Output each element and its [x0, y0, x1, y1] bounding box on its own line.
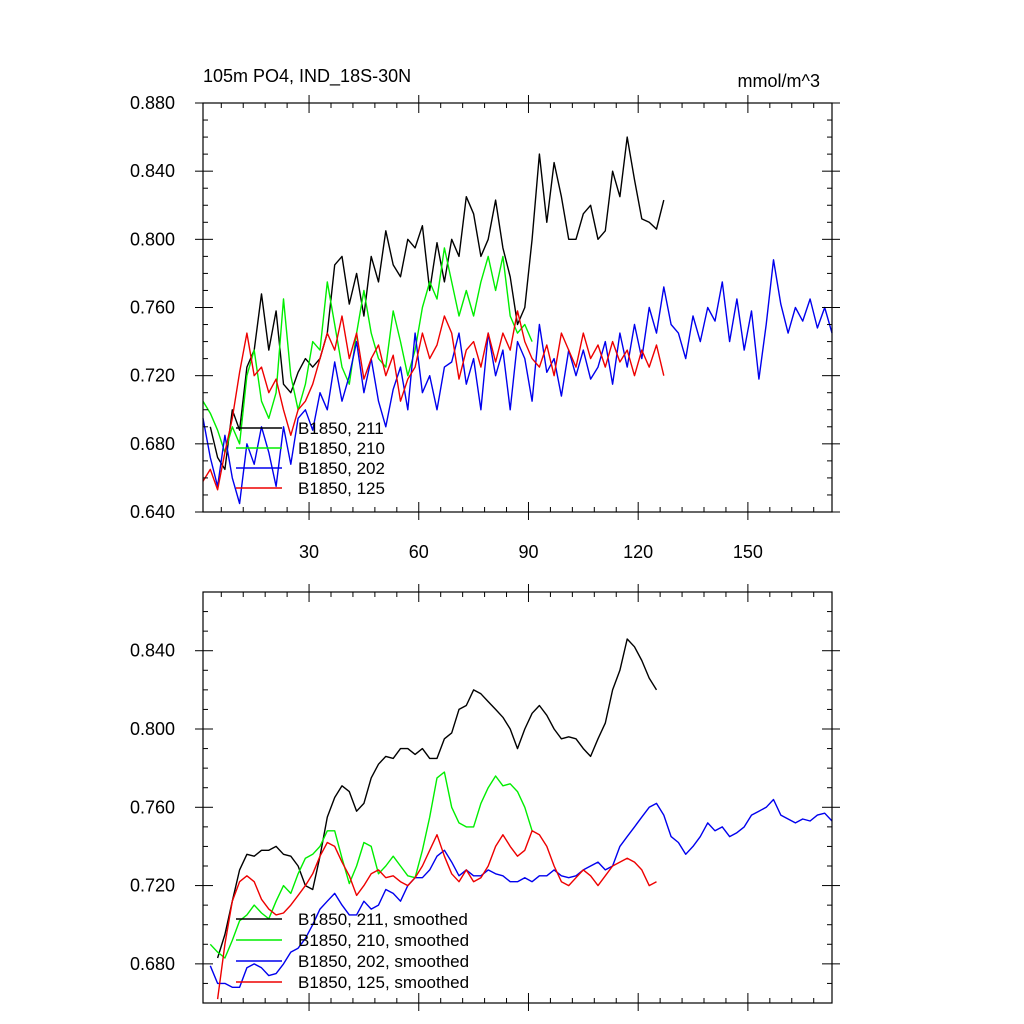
chart1-ytick-label: 0.760: [130, 298, 175, 318]
chart2-legend-label-1: B1850, 211, smoothed: [298, 910, 468, 929]
chart1-xtick-label: 90: [518, 542, 538, 562]
chart2-ytick-label: 0.840: [130, 641, 175, 661]
chart1-legend-label-3: B1850, 202: [298, 459, 385, 478]
chart1-ytick-label: 0.880: [130, 93, 175, 113]
chart2-panel: 0.680 0.720 0.760 0.800 0.840 B1850, 211, smo…: [130, 584, 840, 1011]
chart1-series-line-1: [209, 136, 665, 471]
chart2-series-line-3: [209, 798, 833, 988]
chart2-series-line-2: [209, 771, 533, 959]
chart1-legend-label-1: B1850, 211: [298, 419, 384, 438]
chart1-xtick-label: 120: [623, 542, 653, 562]
chart1-units: mmol/m^3: [738, 71, 820, 91]
chart1-series-line-3: [202, 259, 833, 505]
chart1-title: 105m PO4, IND_18S-30N: [203, 66, 411, 87]
chart2-plot-frame: [202, 591, 833, 1004]
chart1-ytick-label: 0.720: [130, 366, 175, 386]
chart2-series-line-4: [216, 830, 657, 1000]
chart2-series-line-1: [216, 638, 658, 959]
chart1-panel: 0.640 0.680 0.720 0.760 0.800 0.840 0.880 30 60 9…: [130, 93, 840, 562]
chart1-ytick-label: 0.640: [130, 502, 175, 522]
chart1-xtick-label: 60: [409, 542, 429, 562]
chart1-ytick-label: 0.680: [130, 434, 175, 454]
chart1-xtick-label: 30: [299, 542, 319, 562]
chart1-legend-label-2: B1850, 210: [298, 439, 385, 458]
chart1-legend-label-4: B1850, 125: [298, 479, 385, 498]
chart2-legend-label-3: B1850, 202, smoothed: [298, 952, 469, 971]
chart2-legend-label-2: B1850, 210, smoothed: [298, 931, 469, 950]
chart1-ytick-label: 0.840: [130, 161, 175, 181]
chart2-legend-label-4: B1850, 125, smoothed: [298, 973, 469, 992]
chart1-series-line-4: [202, 310, 665, 491]
chart2-ytick-label: 0.680: [130, 954, 175, 974]
chart1-xtick-label: 150: [733, 542, 763, 562]
chart2-ytick-label: 0.720: [130, 876, 175, 896]
chart1-ytick-label: 0.800: [130, 229, 175, 249]
chart2-ytick-label: 0.800: [130, 719, 175, 739]
chart1-series-line-2: [202, 247, 533, 454]
chart2-ytick-label: 0.760: [130, 797, 175, 817]
